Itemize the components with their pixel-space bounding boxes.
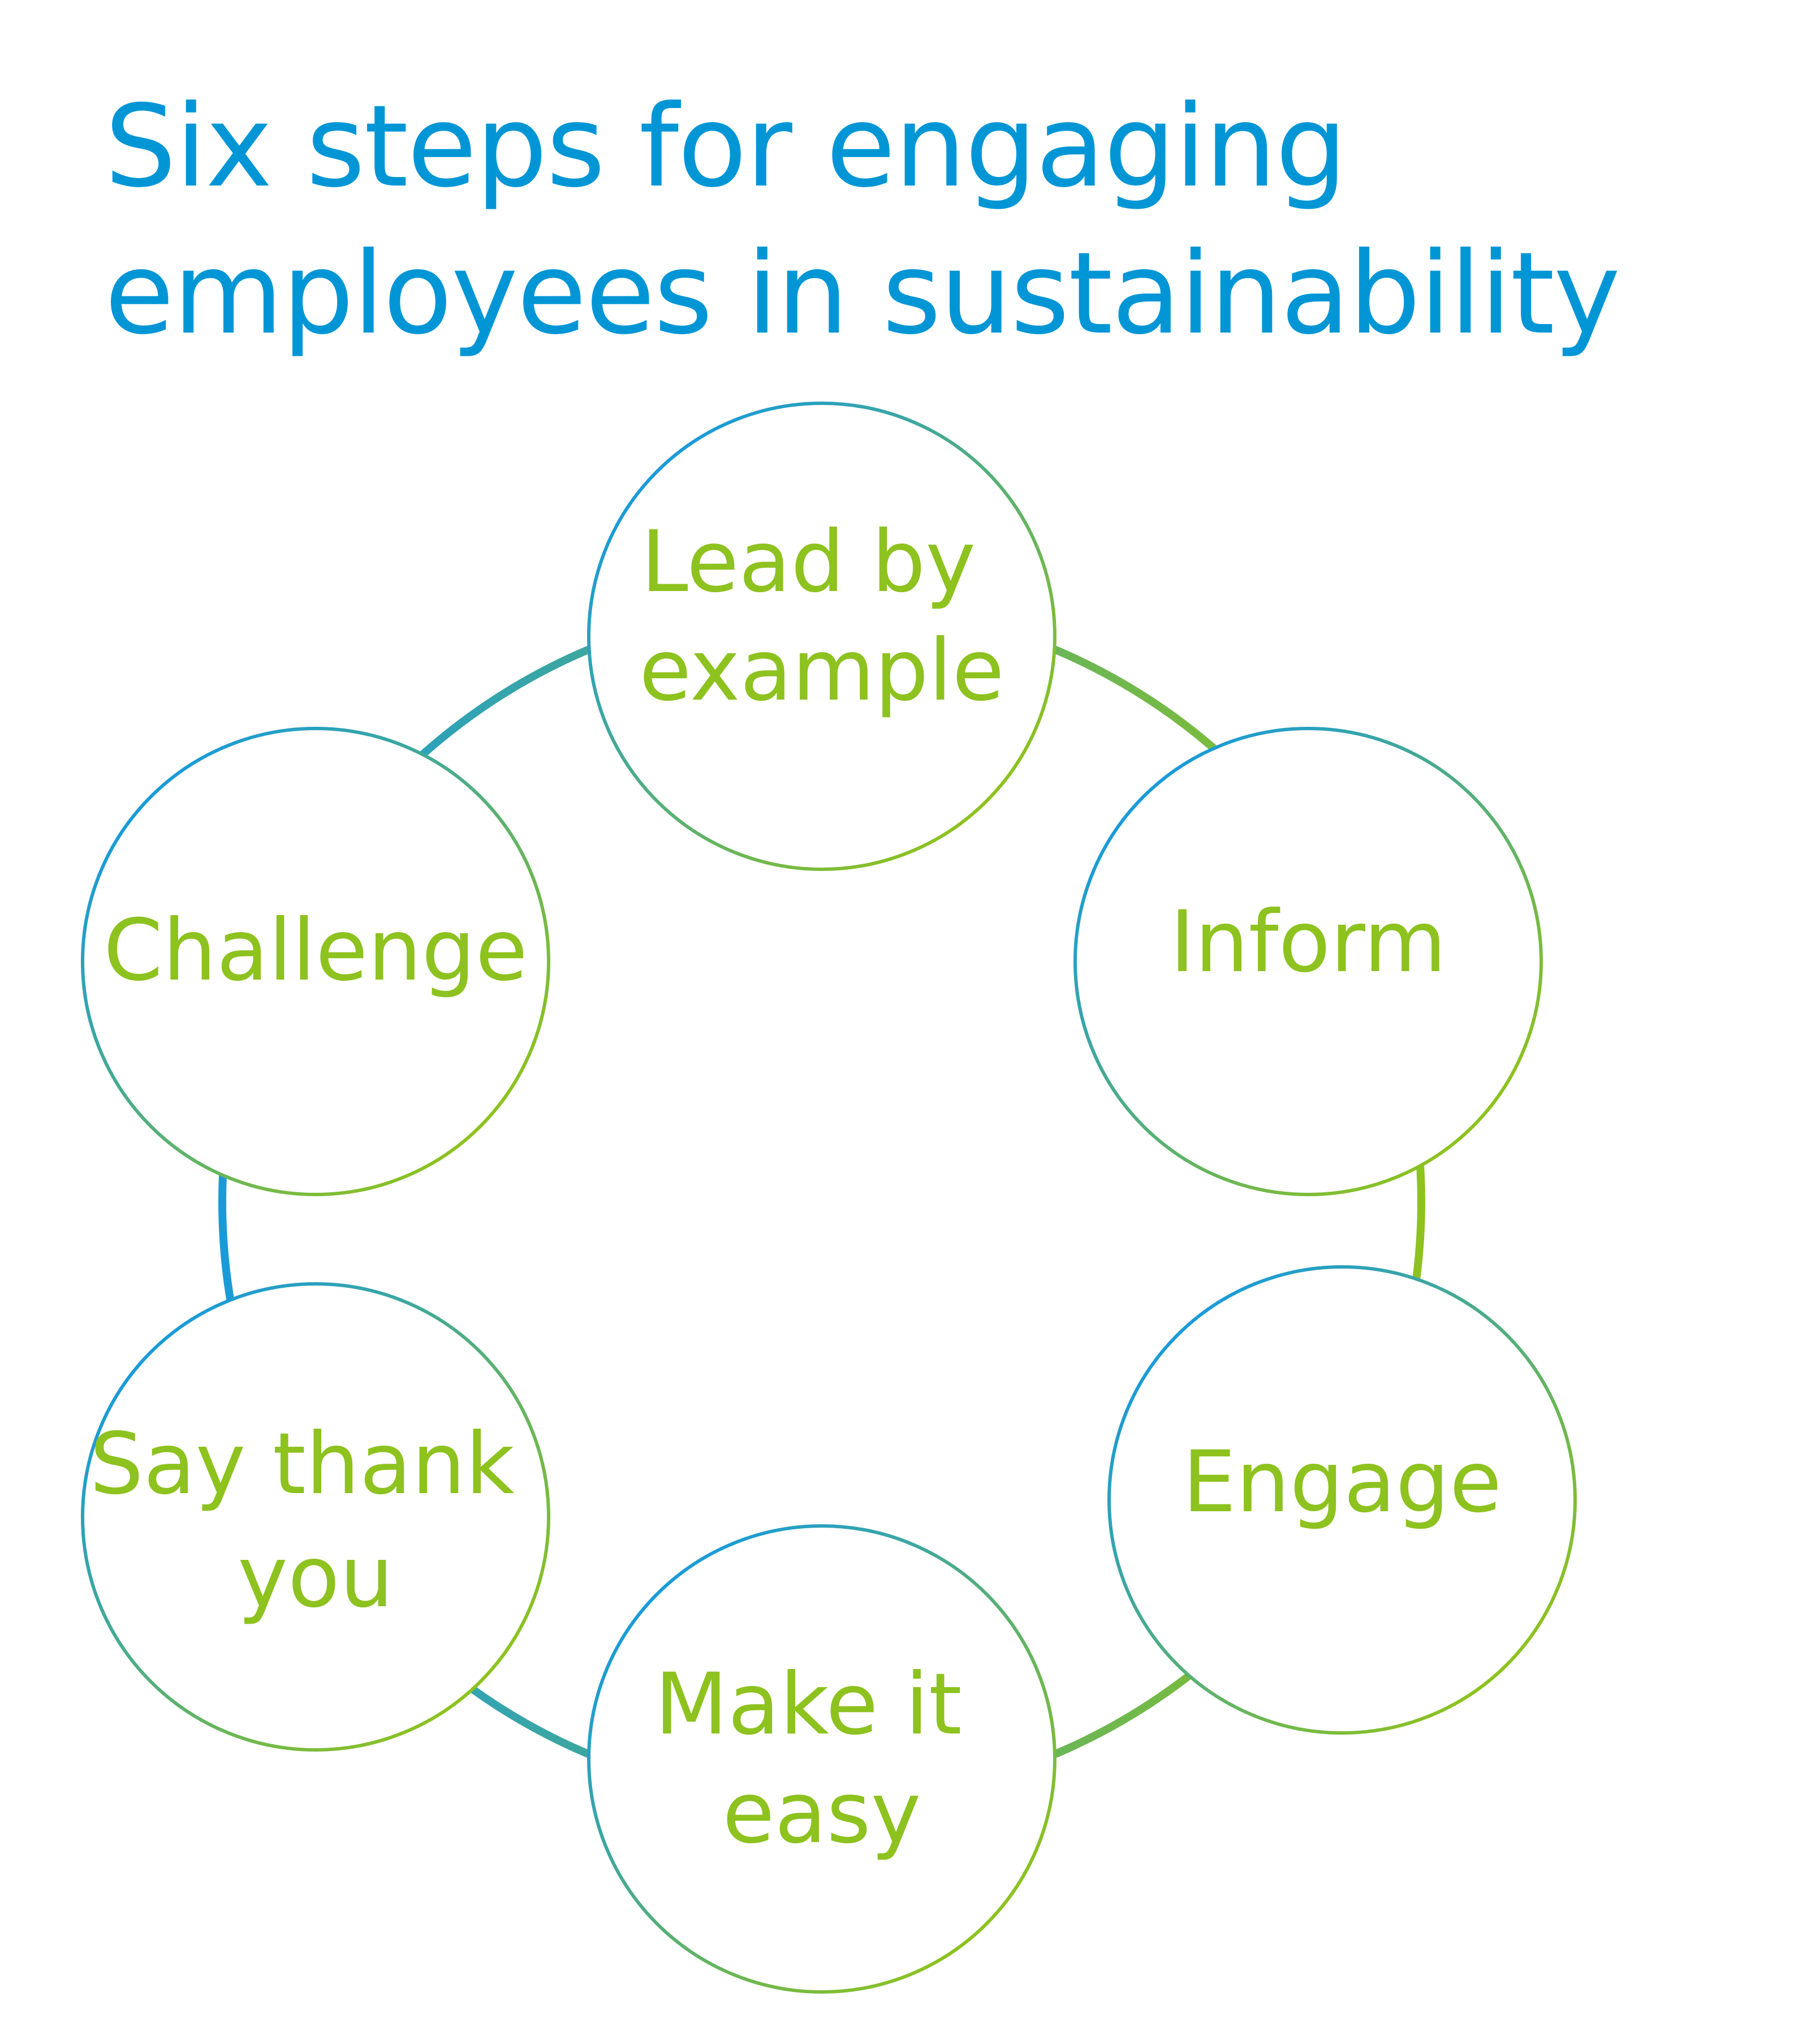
step-label: Challenge — [103, 902, 528, 1000]
step-circle — [1107, 1265, 1577, 1735]
diagram-title: Six steps for engaging employees in sust… — [105, 74, 1620, 368]
title-line-1: Six steps for engaging — [105, 81, 1347, 213]
step-label: Inform — [1170, 893, 1446, 991]
step-circle — [81, 1282, 550, 1752]
step-label: Say thank you — [89, 1415, 541, 1627]
step-lead-by-example: Lead by example — [587, 402, 1056, 871]
step-engage: Engage — [1107, 1265, 1577, 1735]
step-circle — [587, 402, 1056, 871]
step-circle — [1073, 727, 1543, 1196]
title-line-2: employees in sustainability — [105, 228, 1620, 360]
step-label: Make it easy — [655, 1655, 989, 1862]
step-make-it-easy: Make it easy — [587, 1524, 1056, 1994]
step-inform: Inform — [1073, 727, 1543, 1196]
step-label: Lead by example — [639, 513, 1004, 720]
step-circle — [587, 1524, 1056, 1994]
step-challenge: Challenge — [81, 727, 550, 1196]
step-say-thank-you: Say thank you — [81, 1282, 550, 1752]
step-label: Engage — [1183, 1433, 1502, 1532]
step-circle — [81, 727, 550, 1196]
